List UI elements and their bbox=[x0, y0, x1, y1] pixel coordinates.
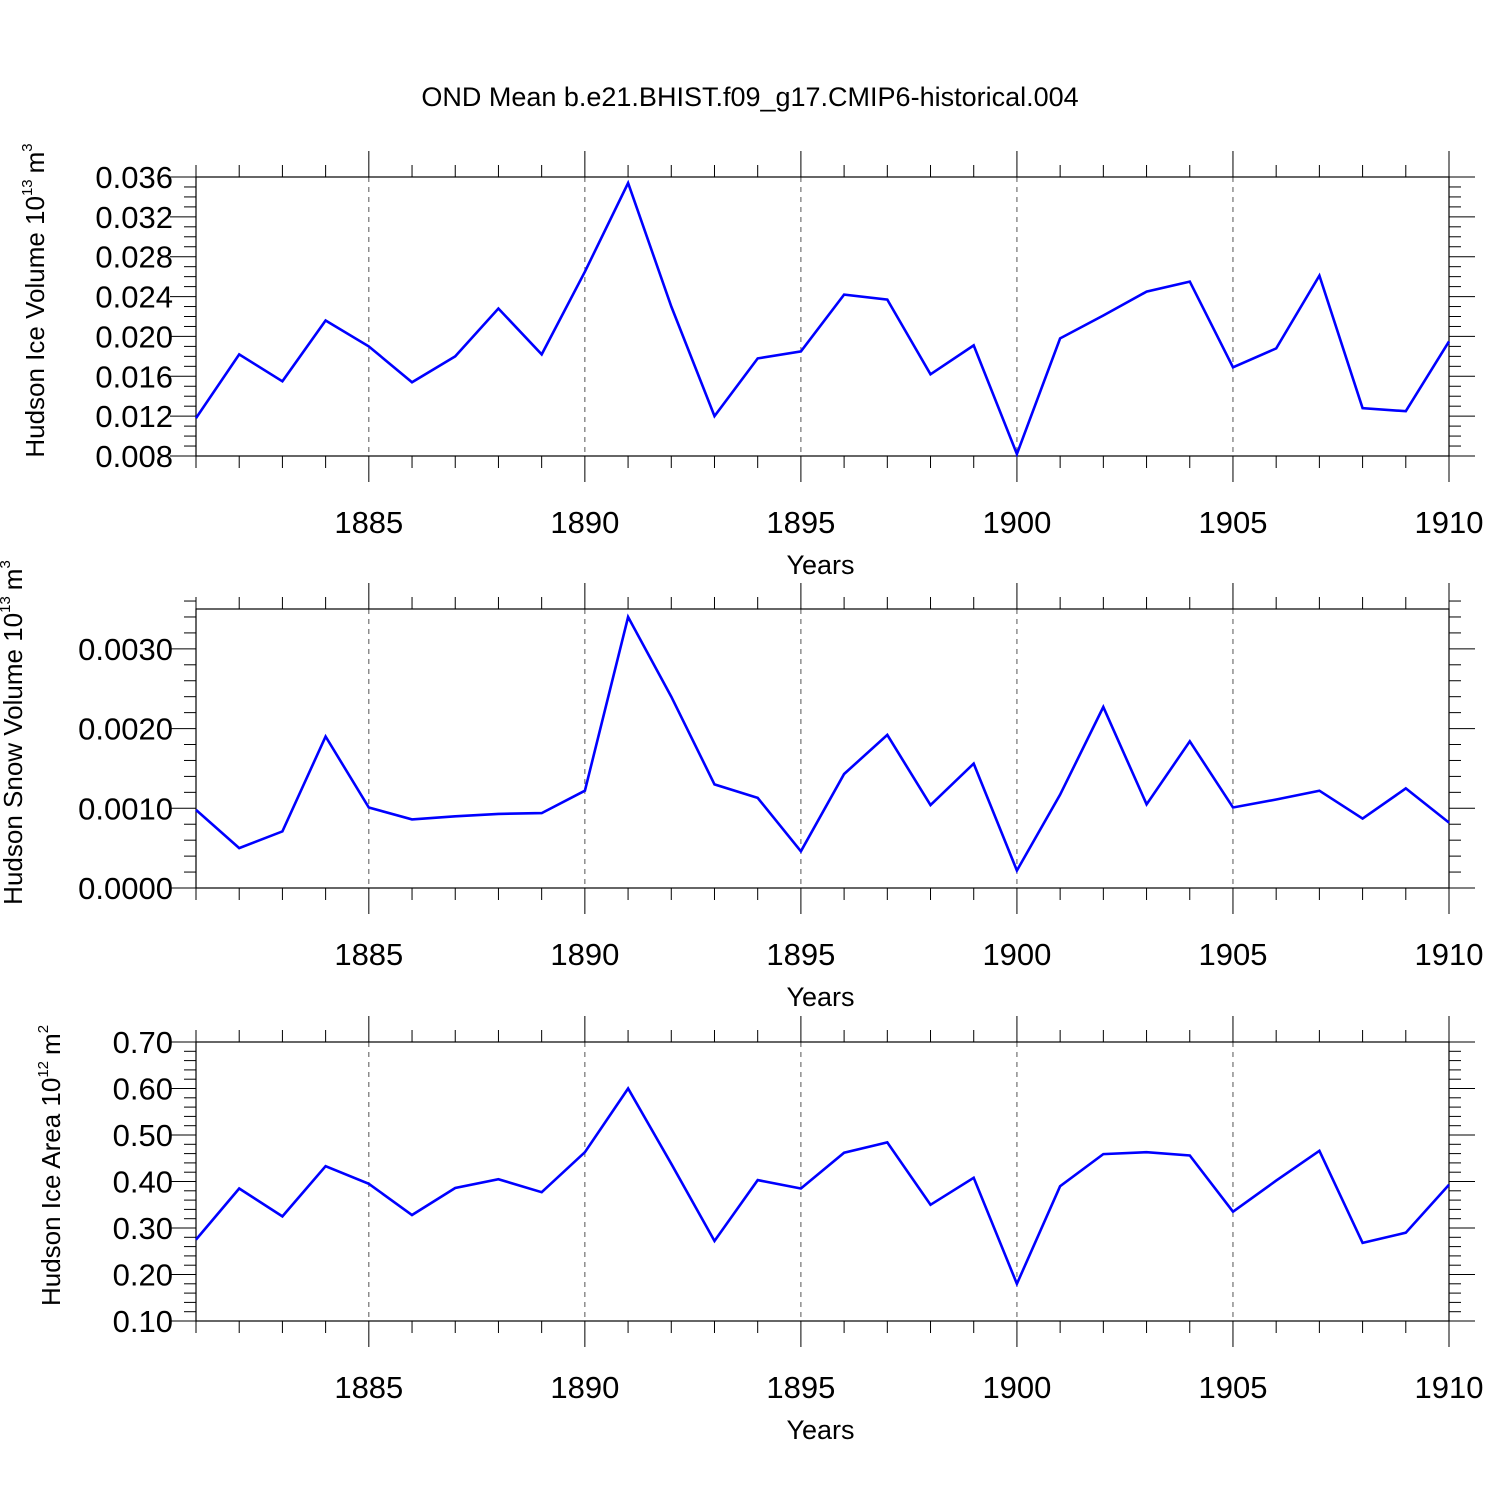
x-tick-label: 1895 bbox=[766, 505, 835, 540]
y-axis-label-text: Hudson Ice Area 10 bbox=[36, 1078, 66, 1306]
y-tick-label: 0.016 bbox=[95, 359, 173, 394]
x-tick-label: 1890 bbox=[550, 1370, 619, 1405]
panels: 1885 1890 1895 1900 1905 1910 0.008 0.012 0.016 0… bbox=[0, 143, 1483, 1445]
x-tick-label: 1905 bbox=[1198, 937, 1267, 972]
y-axis-label-exponent: 13 bbox=[0, 596, 14, 613]
panel-2: 1885 1890 1895 1900 1905 1910 0.0000 0.0010 0.00… bbox=[0, 560, 1483, 1012]
series-line bbox=[195, 1086, 1450, 1288]
y-axis-label-text: Hudson Ice Volume 10 bbox=[20, 196, 50, 458]
x-tick-label: 1885 bbox=[334, 937, 403, 972]
y-tick-label: 0.0020 bbox=[78, 712, 173, 747]
x-tick-label: 1890 bbox=[550, 505, 619, 540]
y-tick-label: 0.020 bbox=[95, 319, 173, 354]
y-axis-label-unit-exponent: 3 bbox=[19, 143, 36, 151]
y-tick-label: 0.0010 bbox=[78, 791, 173, 826]
y-tick-label: 0.036 bbox=[95, 160, 173, 195]
series-line bbox=[194, 179, 1451, 458]
y-tick-label: 0.024 bbox=[95, 280, 173, 315]
x-axis-label: Years bbox=[786, 1415, 854, 1445]
panel-1: 1885 1890 1895 1900 1905 1910 0.008 0.012 0.016 0… bbox=[19, 143, 1483, 580]
y-axis-label-unit: m bbox=[20, 152, 50, 174]
y-tick-label: 0.30 bbox=[113, 1211, 173, 1246]
y-tick-label: 0.10 bbox=[113, 1304, 173, 1339]
y-axis-label: Hudson Ice Area 1012 m2 bbox=[35, 1025, 66, 1306]
plot-frame bbox=[195, 608, 1450, 889]
chart-title: OND Mean b.e21.BHIST.f09_g17.CMIP6-histo… bbox=[421, 82, 1078, 112]
y-tick-label: 0.028 bbox=[95, 240, 173, 275]
y-axis-label-text: Hudson Snow Volume 10 bbox=[0, 613, 28, 905]
y-tick-label: 0.20 bbox=[113, 1258, 173, 1293]
panel-3: 1885 1890 1895 1900 1905 1910 0.10 0.20 0.30 0.40… bbox=[35, 1016, 1483, 1445]
x-tick-label: 1885 bbox=[334, 505, 403, 540]
x-axis-label: Years bbox=[786, 550, 854, 580]
y-axis-label-exponent: 13 bbox=[19, 179, 36, 196]
series-line bbox=[195, 613, 1450, 874]
x-tick-label: 1895 bbox=[766, 1370, 835, 1405]
x-tick-label: 1885 bbox=[334, 1370, 403, 1405]
x-tick-label: 1910 bbox=[1415, 1370, 1484, 1405]
y-tick-label: 0.032 bbox=[95, 200, 173, 235]
x-tick-label: 1900 bbox=[982, 937, 1051, 972]
x-tick-label: 1890 bbox=[550, 937, 619, 972]
plot-frame bbox=[195, 176, 1450, 457]
y-tick-label: 0.70 bbox=[113, 1025, 173, 1060]
y-axis-label-unit-exponent: 2 bbox=[35, 1025, 52, 1033]
y-tick-label: 0.60 bbox=[113, 1072, 173, 1107]
y-tick-label: 0.008 bbox=[95, 439, 173, 474]
x-tick-label: 1900 bbox=[982, 505, 1051, 540]
x-tick-label: 1900 bbox=[982, 1370, 1051, 1405]
y-axis-label-unit-exponent: 3 bbox=[0, 560, 14, 568]
x-axis-label: Years bbox=[786, 982, 854, 1012]
y-axis-label-unit: m bbox=[0, 569, 28, 591]
y-tick-label: 0.40 bbox=[113, 1165, 173, 1200]
plot-frame bbox=[195, 1041, 1450, 1322]
y-axis-label-unit: m bbox=[36, 1033, 66, 1055]
x-tick-label: 1895 bbox=[766, 937, 835, 972]
y-axis-label-exponent: 12 bbox=[35, 1061, 52, 1078]
x-tick-label: 1910 bbox=[1415, 937, 1484, 972]
x-tick-label: 1910 bbox=[1415, 505, 1484, 540]
x-tick-label: 1905 bbox=[1198, 505, 1267, 540]
y-tick-label: 0.0030 bbox=[78, 632, 173, 667]
y-tick-label: 0.012 bbox=[95, 399, 173, 434]
y-axis-label: Hudson Ice Volume 1013 m3 bbox=[19, 143, 50, 457]
x-tick-label: 1905 bbox=[1198, 1370, 1267, 1405]
y-axis-label: Hudson Snow Volume 1013 m3 bbox=[0, 560, 28, 905]
y-tick-label: 0.0000 bbox=[78, 871, 173, 906]
y-tick-label: 0.50 bbox=[113, 1118, 173, 1153]
